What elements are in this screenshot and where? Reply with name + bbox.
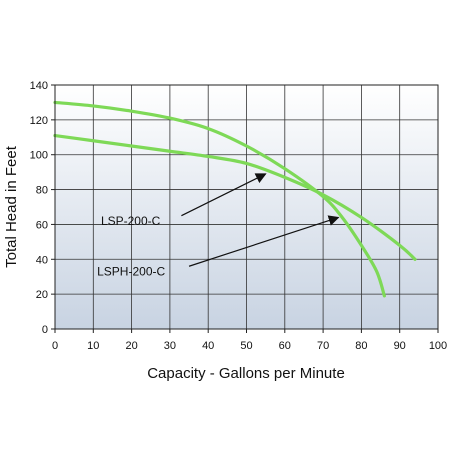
y-tick-label-7: 140	[30, 80, 48, 92]
x-tick-label-0: 0	[52, 340, 58, 352]
y-tick-label-2: 40	[36, 254, 48, 266]
x-tick-label-5: 50	[240, 340, 252, 352]
x-tick-label-2: 20	[125, 340, 137, 352]
y-tick-labels: 0 20 40 60 80 100 120 140	[30, 80, 55, 336]
x-tick-label-3: 30	[164, 340, 176, 352]
x-tick-label-10: 100	[429, 340, 447, 352]
series-line-lsph-200-c	[53, 100, 386, 298]
curves	[53, 100, 417, 298]
annotation-label-1: LSPH-200-C	[97, 264, 165, 278]
annotation-arrow-0	[181, 173, 267, 217]
y-tick-label-0: 0	[42, 324, 48, 336]
x-tick-labels: 0 10 20 30 40 50 60 70 80 90 100	[52, 329, 447, 352]
x-tick-label-1: 10	[87, 340, 99, 352]
x-tick-label-7: 70	[317, 340, 329, 352]
annotations: LSP-200-C LSPH-200-C	[97, 173, 340, 278]
y-axis-title: Total Head in Feet	[3, 145, 20, 268]
y-tick-label-3: 60	[36, 219, 48, 231]
x-tick-label-4: 40	[202, 340, 214, 352]
y-tick-label-5: 100	[30, 150, 48, 162]
y-tick-label-1: 20	[36, 289, 48, 301]
annotation-label-0: LSP-200-C	[101, 214, 161, 228]
x-tick-label-6: 60	[279, 340, 291, 352]
x-tick-label-9: 90	[394, 340, 406, 352]
y-tick-label-6: 120	[30, 115, 48, 127]
annotation-arrow-1	[188, 215, 340, 267]
x-axis-title: Capacity - Gallons per Minute	[147, 365, 345, 382]
series-line-lsp-200-c	[53, 133, 417, 261]
x-tick-label-8: 80	[355, 340, 367, 352]
y-tick-label-4: 80	[36, 185, 48, 197]
